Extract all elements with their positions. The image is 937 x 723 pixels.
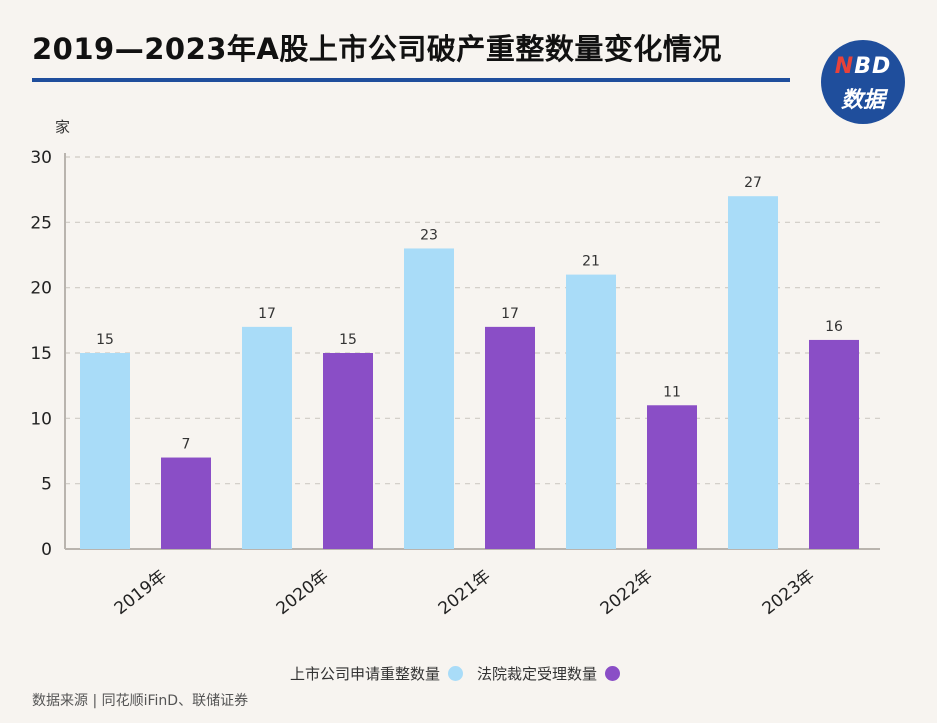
y-tick-label: 30 [30,148,52,168]
bar-applications [80,353,130,549]
bars [80,196,859,549]
data-label: 17 [501,306,519,322]
y-tick-label: 15 [30,344,52,364]
data-label: 21 [582,254,600,270]
y-axis-unit-label: 家 [55,118,70,136]
y-tick-label: 5 [41,475,52,495]
nbd-logo: NBD 数据 [821,40,905,124]
y-tick-label: 0 [41,540,52,560]
x-tick-label: 2023年 [759,566,819,619]
chart-title: 2019—2023年A股上市公司破产重整数量变化情况 [32,32,722,66]
logo-text-bottom: 数据 [840,88,885,113]
logo-text-top: NBD [834,54,892,79]
y-tick-label: 25 [30,213,52,233]
bar-applications [728,196,778,549]
x-tick-label: 2019年 [111,566,171,619]
bar-accepted [809,339,859,549]
bar-applications [566,274,616,549]
bar-accepted [647,405,697,549]
data-label: 7 [182,437,191,453]
data-source: 数据来源 | 同花顺iFinD、联储证券 [32,693,249,709]
x-tick-label: 2022年 [597,566,657,619]
bar-accepted [161,457,211,549]
data-label: 15 [96,332,114,348]
legend-label-accepted: 法院裁定受理数量 [477,665,598,683]
bar-applications [404,248,454,549]
bar-accepted [485,326,535,549]
data-label: 15 [339,332,357,348]
x-tick-label: 2020年 [273,566,333,619]
data-label: 11 [663,384,681,400]
data-label: 17 [258,306,276,322]
data-label: 23 [420,227,438,243]
data-label: 27 [744,175,762,191]
legend: 上市公司申请重整数量 法院裁定受理数量 [290,663,634,684]
bar-applications [242,326,292,549]
legend-swatch-accepted [605,666,621,681]
data-label: 16 [825,319,843,335]
legend-swatch-applications [448,666,464,681]
data-labels: 15 7 17 15 23 17 21 11 27 16 [96,175,843,452]
y-tick-label: 20 [30,279,52,299]
title-underline [32,78,790,82]
x-tick-label: 2021年 [435,566,495,619]
y-tick-label: 10 [30,409,52,429]
bar-accepted [323,353,373,549]
legend-label-applications: 上市公司申请重整数量 [290,665,441,683]
